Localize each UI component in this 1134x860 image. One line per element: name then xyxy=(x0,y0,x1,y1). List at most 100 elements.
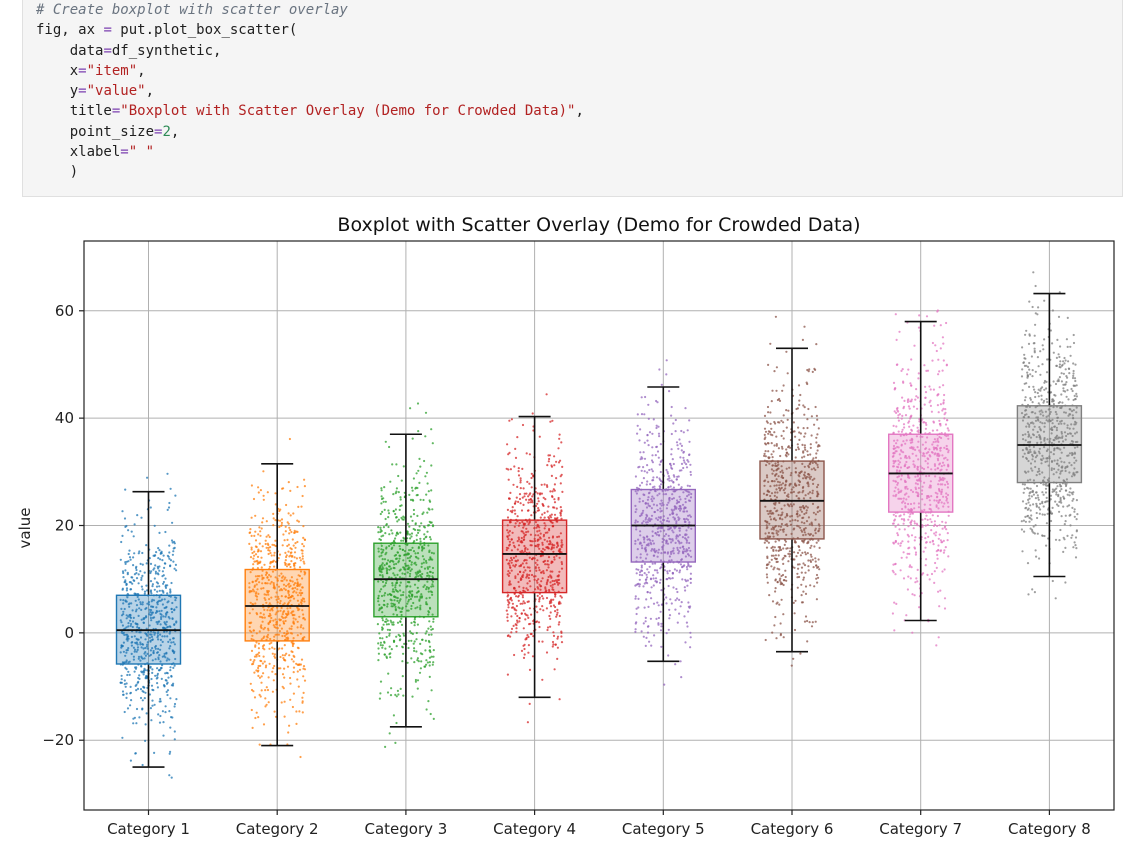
scatter-point xyxy=(674,599,677,602)
scatter-point xyxy=(647,571,650,574)
scatter-point xyxy=(123,683,126,686)
scatter-point xyxy=(668,390,671,393)
scatter-point xyxy=(144,646,147,650)
scatter-point xyxy=(527,616,530,619)
scatter-point xyxy=(393,603,396,607)
scatter-point xyxy=(412,477,415,480)
scatter-point xyxy=(127,560,130,563)
scatter-point xyxy=(254,645,257,648)
scatter-point xyxy=(287,563,290,566)
scatter-point xyxy=(420,660,423,663)
scatter-point xyxy=(527,644,531,647)
scatter-point xyxy=(561,465,564,468)
scatter-point xyxy=(268,602,271,605)
scatter-point xyxy=(381,646,384,649)
scatter-point xyxy=(288,654,291,657)
scatter-point xyxy=(933,523,937,526)
scatter-point xyxy=(260,566,263,569)
scatter-point xyxy=(281,685,284,688)
scatter-point xyxy=(299,594,302,597)
scatter-point xyxy=(131,625,134,629)
scatter-point xyxy=(385,546,388,549)
scatter-point xyxy=(689,646,692,649)
scatter-point xyxy=(523,653,526,656)
scatter-point xyxy=(936,524,939,528)
scatter-point xyxy=(392,544,396,547)
scatter-point xyxy=(383,604,386,607)
scatter-point xyxy=(906,533,909,536)
scatter-point xyxy=(930,572,934,576)
scatter-point xyxy=(389,652,392,655)
scatter-point xyxy=(139,562,142,565)
scatter-point xyxy=(271,646,274,649)
scatter-point xyxy=(425,601,428,604)
scatter-point xyxy=(916,426,919,429)
scatter-point xyxy=(383,508,386,511)
scatter-point xyxy=(157,573,160,576)
scatter-point xyxy=(545,651,549,654)
scatter-point xyxy=(517,594,520,597)
scatter-point xyxy=(152,689,155,692)
code-editor[interactable]: # Create boxplot with scatter overlay fig… xyxy=(36,0,584,183)
scatter-point xyxy=(666,470,669,473)
scatter-point xyxy=(272,517,275,520)
scatter-point xyxy=(679,563,683,566)
scatter-point xyxy=(157,638,160,641)
scatter-point xyxy=(670,453,673,456)
scatter-point xyxy=(146,602,149,605)
scatter-point xyxy=(144,638,147,641)
scatter-point xyxy=(545,596,549,600)
scatter-point xyxy=(403,537,406,540)
scatter-point xyxy=(892,424,895,427)
scatter-point xyxy=(817,576,820,579)
scatter-point xyxy=(511,506,514,509)
scatter-point xyxy=(379,528,382,531)
scatter-point xyxy=(942,359,945,362)
scatter-point xyxy=(546,510,549,513)
scatter-point xyxy=(935,531,938,534)
scatter-point xyxy=(646,480,649,483)
scatter-point xyxy=(145,712,148,715)
scatter-point xyxy=(380,535,383,538)
code-cell[interactable]: # Create boxplot with scatter overlay fig… xyxy=(22,0,1123,197)
scatter-point xyxy=(510,418,513,421)
scatter-point xyxy=(151,704,154,707)
scatter-point xyxy=(391,463,394,466)
scatter-point xyxy=(382,548,385,552)
scatter-point xyxy=(157,658,160,661)
scatter-point xyxy=(119,558,122,561)
scatter-point xyxy=(785,455,788,458)
scatter-point xyxy=(797,384,801,387)
scatter-point xyxy=(424,559,428,563)
scatter-point xyxy=(292,621,295,624)
scatter-point xyxy=(400,479,403,482)
scatter-point xyxy=(939,324,942,327)
scatter-point xyxy=(425,630,428,633)
scatter-point xyxy=(430,551,433,554)
scatter-point xyxy=(685,466,689,469)
scatter-point xyxy=(663,569,667,572)
scatter-point xyxy=(429,538,432,541)
scatter-point xyxy=(291,705,294,709)
scatter-point xyxy=(528,498,531,501)
scatter-point xyxy=(168,752,171,755)
scatter-point xyxy=(123,581,126,584)
scatter-point xyxy=(264,689,267,692)
scatter-point xyxy=(797,446,800,449)
scatter-point xyxy=(302,675,305,678)
scatter-point xyxy=(269,619,272,622)
scatter-point xyxy=(261,620,264,623)
scatter-point xyxy=(404,553,407,556)
scatter-point xyxy=(287,512,290,515)
scatter-point xyxy=(172,560,175,563)
scatter-point xyxy=(137,655,141,658)
scatter-point xyxy=(394,693,397,696)
scatter-point xyxy=(931,540,934,543)
scatter-point xyxy=(277,667,280,670)
scatter-point xyxy=(899,542,903,545)
scatter-point xyxy=(902,381,905,384)
scatter-point xyxy=(514,447,517,450)
scatter-point xyxy=(387,623,390,626)
scatter-point xyxy=(264,697,267,700)
scatter-point xyxy=(170,607,173,610)
